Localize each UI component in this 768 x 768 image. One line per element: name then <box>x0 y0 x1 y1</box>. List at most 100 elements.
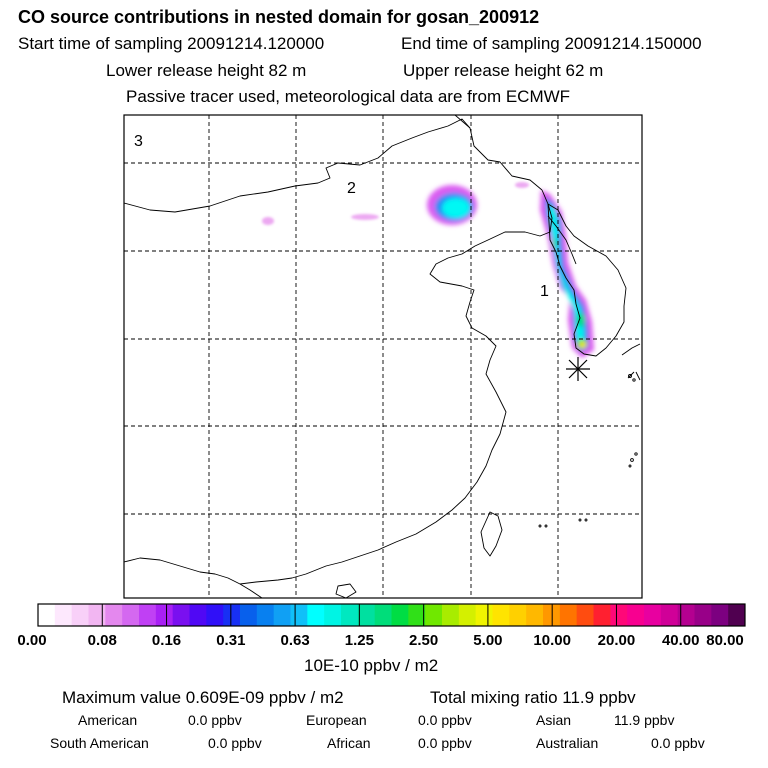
max-value-label: Maximum value 0.609E-09 ppbv / m2 <box>62 688 344 707</box>
end-time-label: End time of sampling 20091214.150000 <box>401 34 702 53</box>
colorbar-tick-label: 10.00 <box>533 632 571 649</box>
chart-title: CO source contributions in nested domain… <box>18 7 540 27</box>
colorbar-tick-label: 0.31 <box>216 632 246 649</box>
islands <box>538 374 638 528</box>
colorbar-swatch <box>660 604 679 626</box>
colorbar-swatch <box>139 604 157 626</box>
colorbar-swatch <box>290 604 308 626</box>
colorbar-tick-label: 0.16 <box>151 632 182 649</box>
korea-border <box>547 215 577 265</box>
colorbar <box>37 603 746 627</box>
northern-border <box>124 118 543 213</box>
domain-label-2: 2 <box>347 180 356 197</box>
colorbar-swatch <box>223 604 241 626</box>
colorbar-swatch <box>88 604 106 626</box>
colorbar-swatch <box>256 604 275 626</box>
colorbar-swatch <box>341 604 359 626</box>
region-name-asian: Asian <box>536 712 572 728</box>
colorbar-swatch <box>627 604 645 626</box>
colorbar-tick-label: 1.25 <box>344 632 374 649</box>
plume-patch <box>351 214 379 220</box>
colorbar-tick-label: 0.08 <box>87 632 117 649</box>
colorbar-swatch <box>711 604 729 626</box>
colorbar-swatch <box>189 604 207 626</box>
colorbar-swatch <box>458 604 477 626</box>
region-name-african: African <box>327 735 371 751</box>
colorbar-swatch <box>206 604 224 626</box>
colorbar-swatch <box>728 604 746 626</box>
colorbar-swatch <box>526 604 544 626</box>
plume-blob <box>427 185 477 225</box>
colorbar-swatch <box>543 604 561 626</box>
northwest-border <box>454 115 471 129</box>
colorbar-swatch <box>509 604 527 626</box>
colorbar-swatch <box>442 604 460 626</box>
tracer-label: Passive tracer used, meteorological data… <box>126 87 571 106</box>
colorbar-swatch <box>105 604 123 626</box>
plume-patch <box>515 182 529 188</box>
region-name-european: European <box>306 712 367 728</box>
colorbar-swatch <box>155 604 174 626</box>
korea-coast <box>547 203 627 357</box>
colorbar-tick-label: 5.00 <box>473 632 503 649</box>
colorbar-swatch <box>172 604 190 626</box>
colorbar-swatch <box>492 604 510 626</box>
colorbar-swatch <box>357 604 376 626</box>
colorbar-frame <box>37 603 746 627</box>
map-grid <box>124 115 642 598</box>
upper-release-label: Upper release height 62 m <box>403 61 604 80</box>
coastlines <box>124 115 641 598</box>
region-value-south-american: 0.0 ppbv <box>208 735 262 751</box>
colorbar-swatch <box>576 604 594 626</box>
region-value-african: 0.0 ppbv <box>418 735 472 751</box>
colorbar-tick-label: 40.00 <box>661 632 700 649</box>
colorbar-swatch <box>54 604 73 626</box>
taiwan-coast <box>480 511 503 557</box>
domain-label-1: 1 <box>540 283 549 300</box>
start-time-label: Start time of sampling 20091214.120000 <box>18 34 325 53</box>
region-value-american: 0.0 ppbv <box>188 712 242 728</box>
colorbar-swatch <box>644 604 662 626</box>
colorbar-swatch <box>593 604 611 626</box>
colorbar-swatch <box>273 604 291 626</box>
concentration-plumes <box>262 182 594 358</box>
region-value-european: 0.0 ppbv <box>418 712 472 728</box>
plume-patch <box>262 217 274 225</box>
total-mixing-ratio: Total mixing ratio 11.9 ppbv <box>430 688 636 707</box>
colorbar-swatch <box>374 604 392 626</box>
colorbar-swatch <box>71 604 89 626</box>
receptor-marker <box>566 357 590 381</box>
colorbar-tick-label: 0.63 <box>280 632 310 649</box>
colorbar-swatch <box>475 604 493 626</box>
region-value-australian: 0.0 ppbv <box>651 735 705 751</box>
colorbar-swatch <box>408 604 426 626</box>
colorbar-tick-label: 20.00 <box>597 632 636 649</box>
colorbar-tick-label: 0.00 <box>17 632 47 649</box>
china-coast <box>239 189 553 585</box>
colorbar-swatch <box>307 604 325 626</box>
colorbar-swatch <box>677 604 695 626</box>
colorbar-swatch <box>425 604 443 626</box>
colorbar-swatch <box>610 604 628 626</box>
colorbar-swatch <box>324 604 342 626</box>
domain-label-3: 3 <box>134 133 143 150</box>
region-name-american: American <box>78 712 138 728</box>
plume-main <box>540 190 594 358</box>
hainan-coast <box>335 583 357 598</box>
colorbar-swatch <box>694 604 712 626</box>
colorbar-swatch <box>391 604 409 626</box>
region-name-south-american: South American <box>50 735 149 751</box>
region-value-asian: 11.9 ppbv <box>614 712 675 728</box>
colorbar-unit: 10E-10 ppbv / m2 <box>304 656 439 675</box>
colorbar-tick-label: 2.50 <box>409 632 439 649</box>
region-name-australian: Australian <box>536 735 599 751</box>
colorbar-swatch <box>122 604 140 626</box>
colorbar-tick-label: 80.00 <box>706 632 744 649</box>
map-frame <box>123 114 643 599</box>
colorbar-swatch <box>38 604 56 626</box>
colorbar-swatch <box>559 604 578 626</box>
southern-border <box>124 557 263 598</box>
lower-release-label: Lower release height 82 m <box>106 61 307 80</box>
colorbar-swatch <box>240 604 258 626</box>
